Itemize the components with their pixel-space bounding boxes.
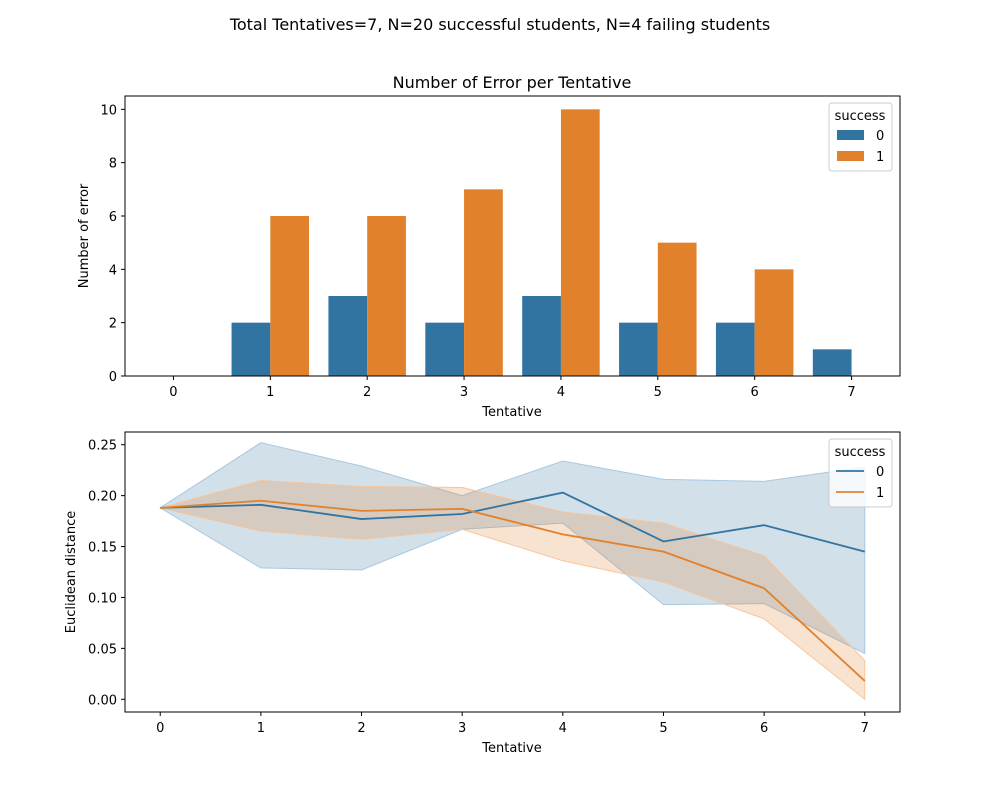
line-x-tick-label: 6 bbox=[760, 721, 768, 736]
line-chart-y-axis-label: Euclidean distance bbox=[64, 511, 79, 634]
line-y-tick-label: 0.00 bbox=[88, 693, 117, 708]
bar-0-7 bbox=[812, 349, 852, 376]
bar-x-tick-label: 7 bbox=[847, 385, 855, 400]
line-chart: 0 1 2 3 4 5 6 7 0.00 0.05 0.10 0.15 0.20 0.25 Tentati… bbox=[64, 431, 901, 756]
line-chart-legend-title: success bbox=[835, 445, 886, 460]
bar-1-6 bbox=[754, 269, 794, 376]
line-y-tick-label: 0.15 bbox=[88, 541, 117, 556]
bar-0-2 bbox=[328, 296, 368, 376]
bar-chart-legend-label-1: 1 bbox=[876, 150, 884, 165]
bar-1-2 bbox=[367, 216, 406, 376]
figure-suptitle: Total Tentatives=7, N=20 successful stud… bbox=[229, 15, 770, 34]
bar-0-3 bbox=[425, 322, 465, 376]
line-x-tick-label: 0 bbox=[156, 721, 164, 736]
bar-chart-plot-area: 0 1 2 3 4 5 6 7 0 2 4 6 8 10 bbox=[100, 103, 855, 400]
bar-y-tick-label: 8 bbox=[109, 157, 117, 172]
line-x-tick-label: 5 bbox=[659, 721, 667, 736]
bar-y-tick-label: 0 bbox=[109, 370, 117, 385]
line-x-tick-label: 4 bbox=[559, 721, 567, 736]
series-line-0 bbox=[160, 491, 866, 553]
bar-x-tick-label: 4 bbox=[557, 385, 565, 400]
bar-y-tick-label: 10 bbox=[100, 103, 117, 118]
line-chart-legend: success 0 1 bbox=[828, 438, 893, 508]
line-y-tick-label: 0.05 bbox=[88, 642, 117, 657]
bar-0-6 bbox=[715, 322, 755, 376]
bar-chart-legend-title: success bbox=[835, 109, 886, 124]
line-chart-legend-label-0: 0 bbox=[876, 465, 884, 480]
line-y-tick-label: 0.10 bbox=[88, 591, 117, 606]
bar-chart-legend: success 0 1 bbox=[828, 102, 893, 172]
bar-chart-y-axis-label: Number of error bbox=[77, 183, 92, 288]
line-chart-axes-frame bbox=[124, 431, 901, 713]
bar-chart-axes-frame bbox=[124, 95, 901, 377]
bar-0-1 bbox=[231, 322, 271, 376]
line-y-tick-label: 0.20 bbox=[88, 490, 117, 505]
bar-chart-legend-swatch-1 bbox=[837, 151, 864, 161]
bar-y-tick-label: 2 bbox=[109, 317, 117, 332]
bar-1-1 bbox=[270, 216, 310, 376]
bar-y-tick-label: 4 bbox=[109, 263, 117, 278]
line-x-tick-label: 1 bbox=[257, 721, 265, 736]
bar-chart-legend-swatch-0 bbox=[837, 130, 864, 140]
bar-x-tick-label: 6 bbox=[751, 385, 759, 400]
line-chart-legend-label-1: 1 bbox=[876, 486, 884, 501]
bar-chart: Number of Error per Tentative 0 1 2 3 4 5 6 7 0 2… bbox=[77, 73, 901, 420]
bar-x-tick-label: 3 bbox=[460, 385, 468, 400]
series-line-1 bbox=[160, 499, 866, 682]
line-x-tick-label: 2 bbox=[357, 721, 365, 736]
bar-x-tick-label: 2 bbox=[363, 385, 371, 400]
bar-0-5 bbox=[619, 322, 658, 376]
bar-x-tick-label: 1 bbox=[266, 385, 274, 400]
bar-chart-title: Number of Error per Tentative bbox=[393, 73, 632, 92]
bar-0-4 bbox=[522, 296, 561, 376]
bar-1-3 bbox=[464, 189, 503, 376]
bar-chart-x-axis-label: Tentative bbox=[481, 405, 541, 420]
line-x-tick-label: 3 bbox=[458, 721, 466, 736]
bar-x-tick-label: 0 bbox=[169, 385, 177, 400]
line-chart-plot-area: 0 1 2 3 4 5 6 7 0.00 0.05 0.10 0.15 0.20 0.25 bbox=[88, 439, 869, 736]
bar-1-5 bbox=[657, 242, 697, 376]
line-chart-x-axis-label: Tentative bbox=[481, 741, 541, 756]
bar-x-tick-label: 5 bbox=[654, 385, 662, 400]
line-x-tick-label: 7 bbox=[861, 721, 869, 736]
bar-y-tick-label: 6 bbox=[109, 210, 117, 225]
line-chart-legend-box bbox=[828, 438, 893, 508]
bar-1-4 bbox=[560, 109, 600, 376]
confidence-band-0 bbox=[159, 442, 866, 655]
line-y-tick-label: 0.25 bbox=[88, 439, 117, 454]
bar-chart-legend-label-0: 0 bbox=[876, 129, 884, 144]
